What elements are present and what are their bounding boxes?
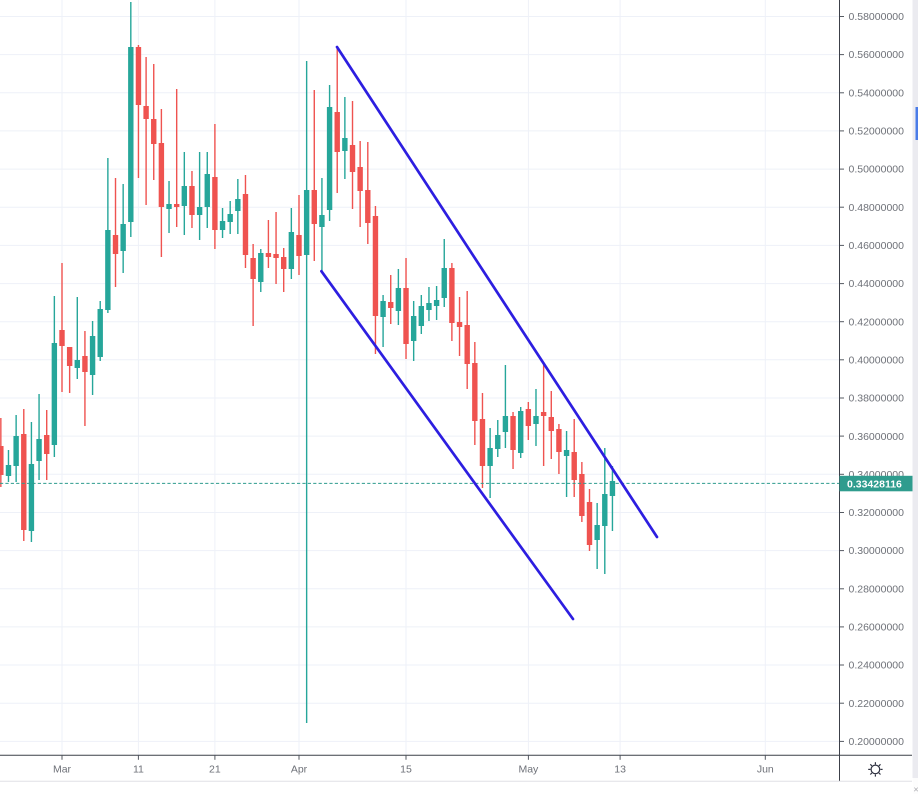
svg-text:0.20000000: 0.20000000 — [849, 736, 905, 748]
svg-text:0.50000000: 0.50000000 — [849, 164, 905, 176]
svg-text:0.54000000: 0.54000000 — [849, 87, 905, 99]
svg-text:Mar: Mar — [53, 764, 72, 776]
svg-text:0.56000000: 0.56000000 — [849, 49, 905, 61]
svg-text:0.22000000: 0.22000000 — [849, 698, 905, 710]
svg-text:Jun: Jun — [757, 764, 774, 776]
svg-text:0.30000000: 0.30000000 — [849, 545, 905, 557]
svg-text:0.24000000: 0.24000000 — [849, 660, 905, 672]
svg-text:Apr: Apr — [291, 764, 308, 776]
svg-text:May: May — [518, 764, 539, 776]
svg-text:0.26000000: 0.26000000 — [849, 622, 905, 634]
svg-text:0.42000000: 0.42000000 — [849, 316, 905, 328]
svg-text:0.58000000: 0.58000000 — [849, 11, 905, 23]
svg-text:21: 21 — [209, 764, 221, 776]
svg-text:0.36000000: 0.36000000 — [849, 431, 905, 443]
svg-text:0.40000000: 0.40000000 — [849, 354, 905, 366]
svg-text:×: × — [913, 785, 918, 794]
svg-text:0.28000000: 0.28000000 — [849, 583, 905, 595]
svg-text:13: 13 — [614, 764, 626, 776]
svg-text:0.33428116: 0.33428116 — [847, 478, 902, 490]
svg-text:0.52000000: 0.52000000 — [849, 126, 905, 138]
svg-text:0.48000000: 0.48000000 — [849, 202, 905, 214]
svg-text:0.44000000: 0.44000000 — [849, 278, 905, 290]
svg-text:15: 15 — [400, 764, 412, 776]
svg-text:0.32000000: 0.32000000 — [849, 507, 905, 519]
svg-text:0.46000000: 0.46000000 — [849, 240, 905, 252]
svg-text:11: 11 — [133, 764, 144, 776]
svg-text:0.38000000: 0.38000000 — [849, 393, 905, 405]
